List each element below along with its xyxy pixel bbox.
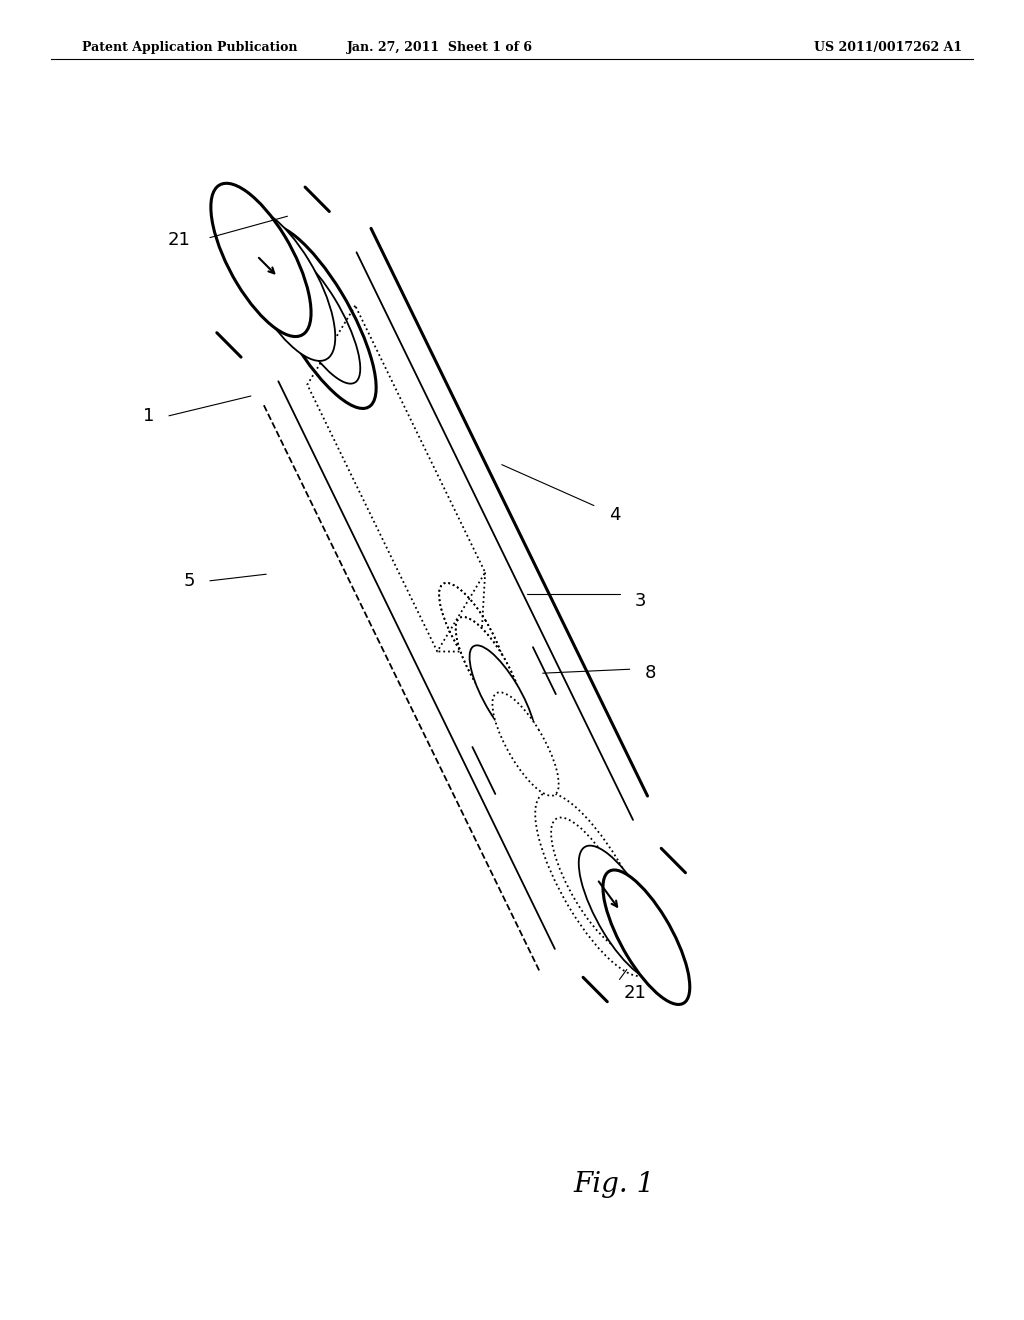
Text: 3: 3 [634,591,646,610]
Ellipse shape [274,249,360,384]
Text: 1: 1 [142,407,155,425]
Text: 5: 5 [183,572,196,590]
Ellipse shape [551,817,637,952]
Ellipse shape [603,870,690,1005]
Ellipse shape [579,846,666,979]
Text: Patent Application Publication: Patent Application Publication [82,41,297,54]
Ellipse shape [211,183,311,337]
Ellipse shape [439,583,506,686]
Text: US 2011/0017262 A1: US 2011/0017262 A1 [814,41,963,54]
Ellipse shape [536,793,652,975]
Text: Fig. 1: Fig. 1 [573,1171,655,1197]
Ellipse shape [259,226,376,408]
Ellipse shape [493,692,559,796]
Text: 8: 8 [644,664,656,682]
Ellipse shape [456,616,522,721]
Text: 21: 21 [168,231,190,249]
Text: Jan. 27, 2011  Sheet 1 of 6: Jan. 27, 2011 Sheet 1 of 6 [347,41,534,54]
Ellipse shape [236,207,335,360]
Ellipse shape [470,645,536,748]
Text: 21: 21 [624,983,646,1002]
Text: 4: 4 [608,506,621,524]
